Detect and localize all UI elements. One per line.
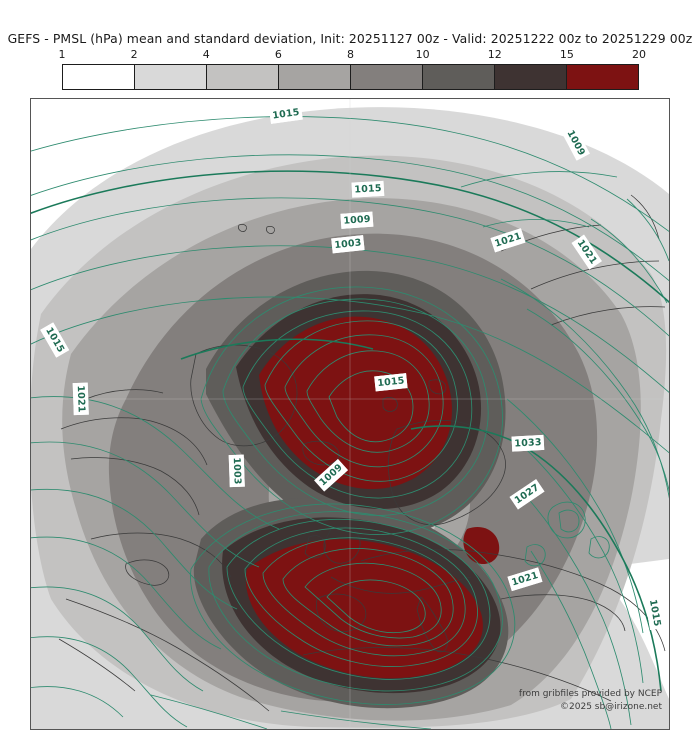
colorbar-tick-6: 6 [274, 48, 282, 61]
map-panel[interactable]: 1015 1015 1009 1003 1009 1021 1021 1015 1021 1015… [30, 98, 670, 730]
colorbar-tick-8: 8 [347, 48, 354, 61]
colorbar-tick-12: 12 [487, 48, 502, 61]
colorbar-tick-2: 2 [130, 48, 138, 61]
contour-label-1003-11: 1003 [229, 454, 245, 488]
colorbar-swatch-0 [63, 65, 135, 89]
contour-label-1033-10: 1033 [511, 434, 545, 452]
contour-label-1009-2: 1009 [340, 211, 374, 229]
colorbar-tick-labels: 1 2 4 6 8 10 12 15 20 [58, 48, 647, 64]
contour-label-1015-1: 1015 [351, 180, 385, 198]
graticule [31, 99, 669, 729]
colorbar-swatches [62, 64, 639, 90]
colorbar-tick-4: 4 [202, 48, 210, 61]
pmsl-mean-contours [31, 116, 669, 729]
colorbar-swatch-1 [135, 65, 207, 89]
colorbar-tick-1: 1 [58, 48, 66, 61]
colorbar-legend: 1 2 4 6 8 10 12 15 20 [58, 48, 647, 90]
attribution-copyright: ©2025 sb@irizone.net [560, 702, 662, 712]
contour-label-1021-8: 1021 [73, 382, 89, 416]
colorbar-swatch-5 [423, 65, 495, 89]
attribution-source: from gribfiles provided by NCEP [518, 689, 662, 699]
colorbar-tick-10: 10 [415, 48, 430, 61]
colorbar-swatch-4 [351, 65, 423, 89]
page-title: GEFS - PMSL (hPa) mean and standard devi… [7, 31, 693, 46]
colorbar-swatch-6 [495, 65, 567, 89]
colorbar-swatch-7 [567, 65, 638, 89]
colorbar-tick-20: 20 [632, 48, 646, 61]
colorbar-swatch-3 [279, 65, 351, 89]
map-canvas [31, 99, 669, 729]
colorbar-tick-15: 15 [559, 48, 574, 61]
colorbar-swatch-2 [207, 65, 279, 89]
